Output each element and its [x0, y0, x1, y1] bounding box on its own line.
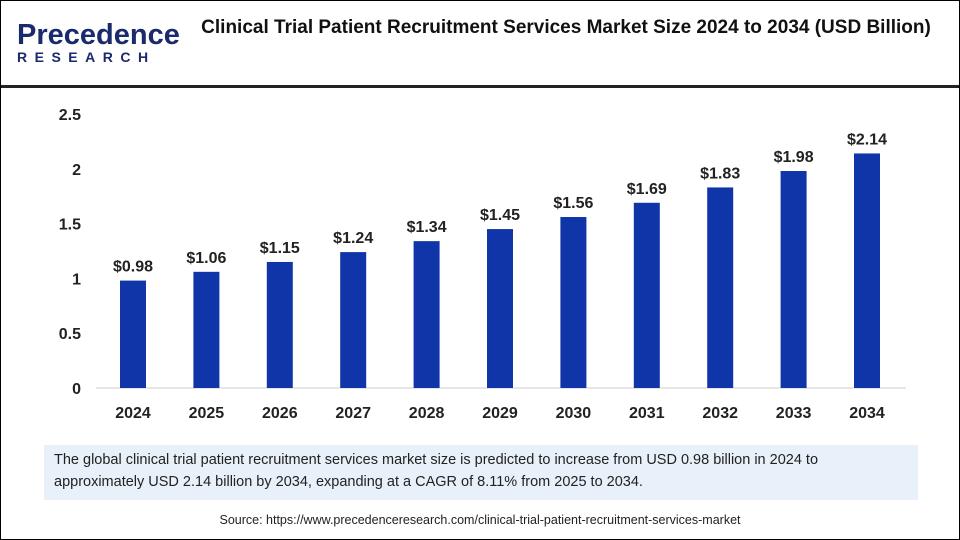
data-label: $1.56 — [553, 195, 593, 212]
bar-2032 — [707, 187, 734, 388]
data-label: $1.24 — [333, 230, 373, 247]
y-tick-label: 0 — [72, 381, 81, 398]
bar-2026 — [266, 261, 293, 388]
summary-note: The global clinical trial patient recrui… — [44, 445, 918, 500]
logo: Precedence RESEARCH — [17, 19, 180, 66]
x-tick-label: 2029 — [482, 405, 518, 422]
x-tick-label: 2034 — [849, 405, 885, 422]
bar-2028 — [413, 241, 440, 388]
bar-2031 — [633, 202, 660, 388]
data-label: $0.98 — [113, 259, 153, 276]
bar-2029 — [487, 229, 513, 388]
logo-line1: Precedence — [17, 19, 180, 51]
data-label: $1.06 — [186, 250, 226, 267]
y-tick-label: 1.5 — [59, 217, 81, 234]
x-tick-label: 2024 — [115, 405, 151, 422]
x-tick-label: 2025 — [189, 405, 225, 422]
x-tick-label: 2028 — [409, 405, 445, 422]
bar-2025 — [193, 271, 220, 388]
logo-line2: RESEARCH — [17, 49, 156, 65]
bar-2024 — [120, 280, 146, 388]
x-tick-label: 2033 — [776, 405, 812, 422]
data-label: $1.83 — [700, 165, 740, 182]
bar-2030 — [560, 217, 587, 388]
data-label: $1.69 — [627, 181, 667, 198]
bar-2033 — [780, 170, 807, 388]
bar-2027 — [340, 252, 367, 388]
x-tick-label: 2032 — [702, 405, 738, 422]
data-label: $1.15 — [260, 240, 300, 257]
data-label: $2.14 — [847, 131, 887, 148]
bar-chart: 0 0.5 1 1.5 2 2.5 $0.98 2024 $1.06 2025 $1.15 2026 $… — [59, 107, 906, 422]
x-tick-label: 2026 — [262, 405, 298, 422]
data-label: $1.34 — [407, 219, 447, 236]
y-tick-label: 1 — [72, 271, 81, 288]
header-divider — [1, 85, 959, 88]
chart-title: Clinical Trial Patient Recruitment Servi… — [201, 17, 931, 38]
y-tick-label: 2.5 — [59, 107, 81, 124]
bar-2034 — [854, 153, 880, 388]
source-text: Source: https://www.precedenceresearch.c… — [219, 513, 741, 527]
y-tick-label: 2 — [72, 162, 81, 179]
y-tick-label: 0.5 — [59, 326, 81, 343]
x-tick-label: 2030 — [556, 405, 592, 422]
data-label: $1.98 — [774, 149, 814, 166]
data-label: $1.45 — [480, 207, 520, 224]
x-tick-label: 2031 — [629, 405, 665, 422]
x-tick-label: 2027 — [335, 405, 371, 422]
